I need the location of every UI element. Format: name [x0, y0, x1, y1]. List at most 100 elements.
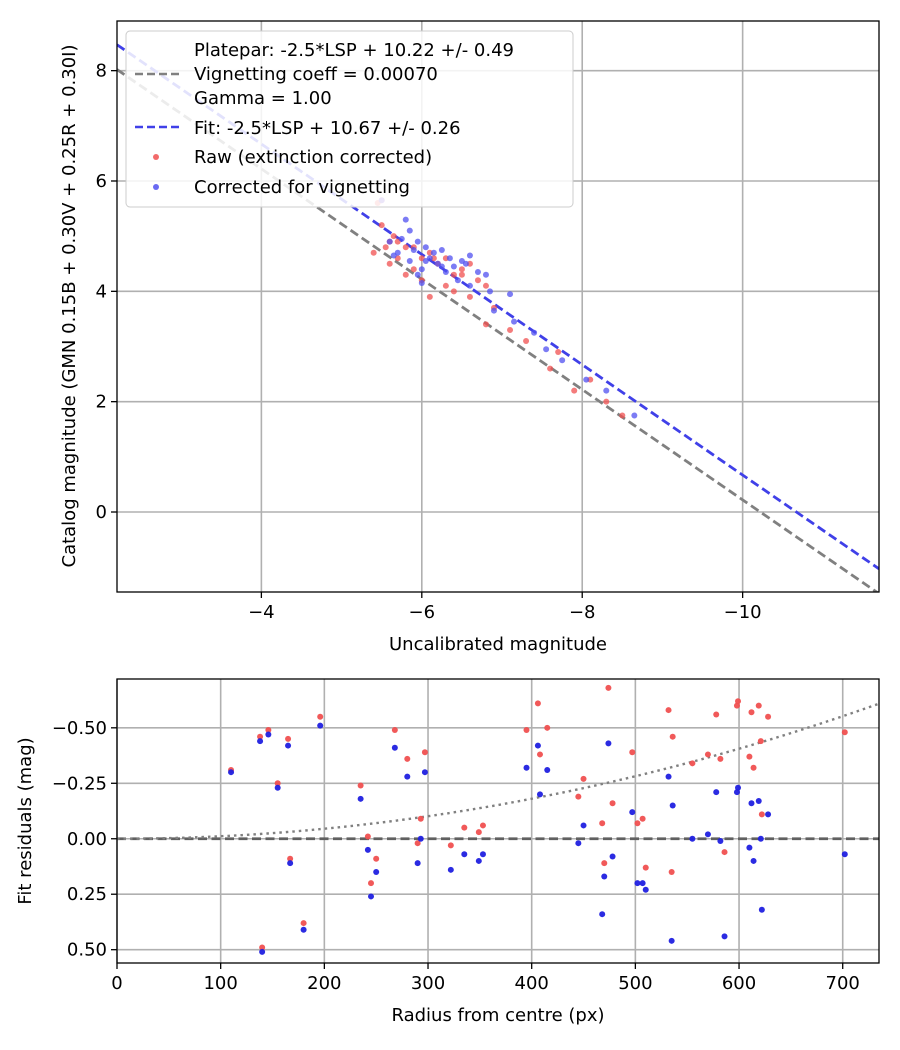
corrected-point [511, 318, 518, 325]
raw-point [391, 727, 398, 734]
corrected-point [406, 227, 413, 234]
raw-point [555, 349, 562, 356]
corrected-point [544, 766, 551, 773]
raw-point [364, 833, 371, 840]
corrected-point [398, 235, 405, 242]
corrected-point [507, 291, 514, 298]
raw-point [259, 944, 266, 951]
y-tick-label: 6 [96, 171, 107, 192]
y-tick-label: 0.00 [67, 829, 107, 850]
raw-point [466, 293, 473, 300]
bottom-axes-frame [116, 678, 880, 964]
raw-point [523, 727, 530, 734]
corrected-point [418, 266, 425, 273]
raw-point [458, 271, 465, 278]
raw-point [603, 398, 610, 405]
corrected-point [758, 906, 765, 913]
raw-point [287, 855, 294, 862]
corrected-point [603, 387, 610, 394]
bottom-lines [117, 702, 879, 841]
raw-point [580, 775, 587, 782]
corrected-point [536, 791, 543, 798]
corrected-point [534, 742, 541, 749]
corrected-point [531, 329, 538, 336]
corrected-point [259, 948, 266, 955]
raw-point [704, 751, 711, 758]
raw-point [534, 700, 541, 707]
raw-point [265, 727, 272, 734]
corrected-point [450, 263, 457, 270]
bottom-ticks: 0 100 200 300 400 500 600 700 0.50 0.25 0.00 −0.25 −… [52, 718, 860, 994]
corrected-point [430, 249, 437, 256]
y-tick-label: −0.50 [52, 718, 107, 739]
corrected-point [668, 937, 675, 944]
raw-point [755, 702, 762, 709]
legend-raw-swatch [153, 154, 159, 160]
corrected-point [257, 738, 264, 745]
corrected-point [486, 288, 493, 295]
raw-point [750, 764, 757, 771]
raw-point [402, 271, 409, 278]
raw-point [482, 282, 489, 289]
top-legend: Platepar: -2.5*LSP + 10.22 +/- 0.49 Vign… [125, 30, 574, 208]
raw-point [442, 282, 449, 289]
corrected-point [422, 244, 429, 251]
raw-point [642, 864, 649, 871]
raw-point [629, 749, 636, 756]
corrected-point [417, 835, 424, 842]
y-tick-label: 2 [96, 392, 107, 413]
raw-point [669, 733, 676, 740]
corrected-point [447, 866, 454, 873]
corrected-point [410, 246, 417, 253]
corrected-point [523, 764, 530, 771]
corrected-point [446, 255, 453, 262]
corrected-point [466, 252, 473, 259]
corrected-point [757, 835, 764, 842]
corrected-point [466, 282, 473, 289]
raw-point [748, 709, 755, 716]
corrected-point [482, 271, 489, 278]
raw-point [285, 735, 292, 742]
raw-point [386, 260, 393, 267]
corrected-point [490, 307, 497, 314]
vignetting-curve-line [117, 702, 879, 840]
raw-point [571, 387, 578, 394]
legend-platepar-line1: Platepar: -2.5*LSP + 10.22 +/- 0.49 [194, 40, 514, 61]
corrected-point [391, 744, 398, 751]
corrected-point [474, 269, 481, 276]
x-tick-label: 100 [203, 973, 237, 994]
raw-point [841, 729, 848, 736]
bottom-chart: 0 100 200 300 400 500 600 700 0.50 0.25 0.00 −0.25 −… [15, 678, 880, 1026]
corrected-point [689, 835, 696, 842]
legend-fit-label: Fit: -2.5*LSP + 10.67 +/- 0.26 [194, 118, 461, 139]
corrected-point [390, 252, 397, 259]
x-tick-label: 300 [411, 973, 445, 994]
raw-point [634, 820, 641, 827]
corrected-point [414, 271, 421, 278]
raw-point [689, 760, 696, 767]
corrected-point [317, 722, 324, 729]
legend-box [125, 30, 574, 208]
corrected-point [575, 840, 582, 847]
corrected-point [422, 257, 429, 264]
raw-point [735, 698, 742, 705]
corrected-point [402, 216, 409, 223]
raw-point [378, 222, 385, 229]
raw-point [404, 755, 411, 762]
raw-point [414, 840, 421, 847]
corrected-point [748, 800, 755, 807]
raw-point [373, 855, 380, 862]
corrected-point [461, 851, 468, 858]
raw-point [609, 800, 616, 807]
corrected-point [669, 802, 676, 809]
legend-corrected-swatch [153, 184, 159, 190]
raw-point [402, 244, 409, 251]
y-tick-label: 8 [96, 61, 107, 82]
corrected-point [438, 246, 445, 253]
corrected-point [442, 269, 449, 276]
raw-point [601, 860, 608, 867]
raw-point [575, 793, 582, 800]
corrected-point [386, 238, 393, 245]
x-tick-label: 600 [722, 973, 756, 994]
top-y-axis-label: Catalog magnitude (GMN 0.15B + 0.30V + 0… [59, 44, 80, 567]
